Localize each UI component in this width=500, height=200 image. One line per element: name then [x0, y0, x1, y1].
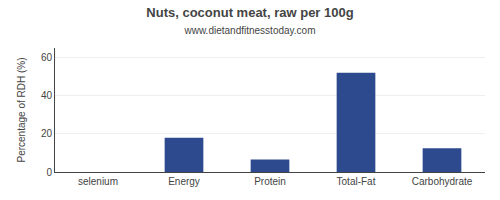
svg-text:Nuts, coconut meat, raw per 10: Nuts, coconut meat, raw per 100gwww.diet…	[146, 5, 353, 36]
svg-text:60: 60	[41, 52, 53, 63]
svg-text:Percentage of RDH (%): Percentage of RDH (%)	[16, 57, 27, 162]
svg-text:0: 0	[46, 167, 52, 178]
svg-text:20: 20	[41, 128, 53, 139]
svg-text:Energy: Energy	[168, 176, 200, 187]
svg-text:40: 40	[41, 90, 53, 101]
svg-text:selenium: selenium	[78, 176, 118, 187]
svg-text:Total-Fat: Total-Fat	[337, 176, 376, 187]
svg-text:Protein: Protein	[254, 176, 286, 187]
svg-text:Carbohydrate: Carbohydrate	[412, 176, 473, 187]
